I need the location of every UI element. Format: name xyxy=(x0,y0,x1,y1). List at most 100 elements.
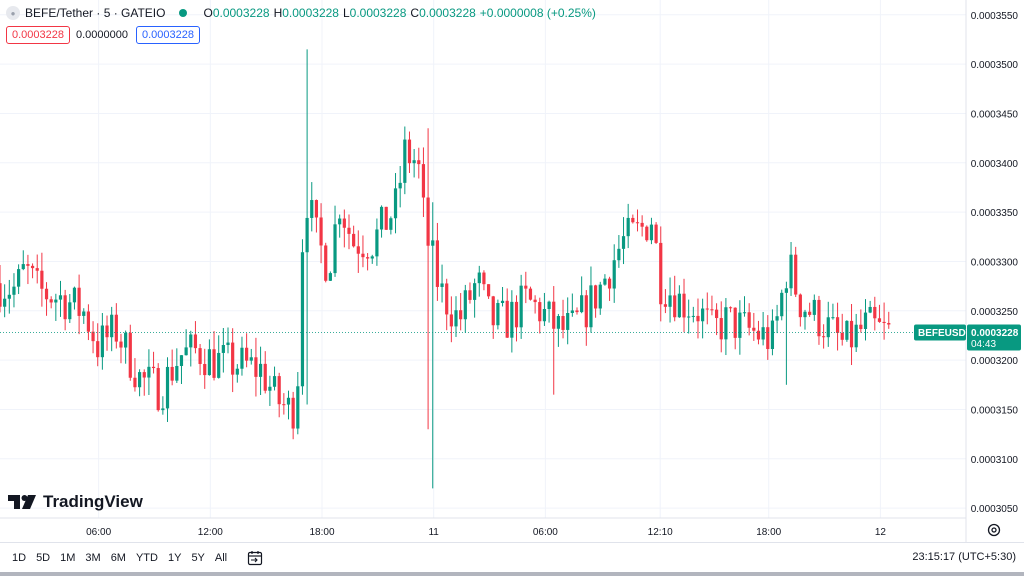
range-button-5d[interactable]: 5D xyxy=(36,552,51,564)
candle-body xyxy=(491,296,495,326)
candle-body xyxy=(338,218,342,225)
timezone-clock[interactable]: 23:15:17 (UTC+5:30) xyxy=(912,551,1016,563)
gear-icon[interactable] xyxy=(986,522,1002,538)
candle-body xyxy=(35,268,39,271)
candle-body xyxy=(421,164,426,198)
buy-button[interactable]: 0.0003228 xyxy=(136,26,200,44)
candle-body xyxy=(459,310,463,320)
candle xyxy=(575,307,579,315)
calendar-goto-icon[interactable] xyxy=(246,550,264,566)
candle-body xyxy=(161,408,165,411)
price-tick-label: 0.0003500 xyxy=(971,60,1019,71)
time-axis[interactable]: 06:00 12:00 18:00 11 06:00 12:10 18:00 12 xyxy=(86,527,886,538)
market-status-icon[interactable] xyxy=(179,9,188,17)
candle-body xyxy=(496,303,500,326)
candle xyxy=(403,126,407,195)
candle xyxy=(659,226,663,322)
candle-body xyxy=(617,248,621,261)
candle-body xyxy=(561,316,565,330)
candle xyxy=(356,230,360,273)
candle xyxy=(552,286,556,395)
candle-body xyxy=(249,357,253,361)
trade-buttons: 0.0003228 0.0000000 0.0003228 xyxy=(6,25,200,45)
candle-body xyxy=(817,299,821,337)
candle-body xyxy=(570,310,574,314)
candle xyxy=(333,205,337,277)
candle-body xyxy=(835,317,840,333)
candle-body xyxy=(389,218,393,230)
candle-body xyxy=(645,226,649,241)
candle-body xyxy=(300,252,305,387)
candle-body xyxy=(486,284,491,297)
candle-body xyxy=(426,197,430,246)
range-button-5y[interactable]: 5Y xyxy=(191,552,205,564)
candle xyxy=(128,324,132,381)
candle xyxy=(780,289,784,321)
candle xyxy=(272,366,277,391)
candle xyxy=(133,358,137,392)
candle-body xyxy=(100,325,104,358)
candle xyxy=(417,147,421,179)
candle-body xyxy=(808,311,812,315)
range-button-3m[interactable]: 3M xyxy=(85,552,101,564)
candle xyxy=(612,244,616,303)
candle-body xyxy=(533,299,537,303)
candle-body xyxy=(598,284,602,309)
price-tag-countdown: 04:43 xyxy=(971,339,996,350)
candle xyxy=(0,265,2,313)
range-button-all[interactable]: All xyxy=(214,552,228,564)
candle-body xyxy=(640,222,644,227)
candle xyxy=(486,284,491,299)
candle-body xyxy=(12,286,16,295)
range-button-1m[interactable]: 1M xyxy=(60,552,76,564)
price-tick-label: 0.0003150 xyxy=(971,405,1019,416)
candle-body xyxy=(412,160,416,164)
candle xyxy=(566,297,570,345)
tradingview-logo[interactable]: TradingView xyxy=(8,492,143,512)
candle xyxy=(696,298,700,339)
candle xyxy=(184,329,188,356)
candle-body xyxy=(296,386,300,429)
price-tick-label: 0.0003300 xyxy=(971,257,1019,268)
candle xyxy=(482,270,486,291)
candle xyxy=(803,309,807,330)
candle xyxy=(310,182,314,232)
candle xyxy=(784,281,788,385)
candle xyxy=(877,304,882,323)
candle-body xyxy=(822,336,826,338)
candle-body xyxy=(468,290,472,300)
candle-body xyxy=(77,287,81,316)
candle-body xyxy=(398,182,402,189)
price-tick-label: 0.0003100 xyxy=(971,455,1019,466)
candle xyxy=(621,217,626,265)
candle-body xyxy=(826,317,830,338)
candle xyxy=(193,321,198,354)
price-tick-label: 0.0003450 xyxy=(971,109,1019,120)
candle xyxy=(240,336,244,376)
range-button-1d[interactable]: 1D xyxy=(12,552,27,564)
candle-body xyxy=(319,217,323,246)
candle-body xyxy=(203,363,207,376)
candle xyxy=(449,296,453,343)
candle-body xyxy=(54,299,58,303)
candle xyxy=(626,203,630,249)
candle-body xyxy=(552,301,556,329)
candle xyxy=(649,217,654,245)
candle xyxy=(496,299,500,330)
range-button-ytd[interactable]: YTD xyxy=(135,552,158,564)
candle xyxy=(68,294,72,323)
candle xyxy=(370,254,374,264)
grid xyxy=(0,0,966,518)
candle xyxy=(887,311,891,329)
candle xyxy=(175,348,179,383)
price-chart[interactable]: 0.0003550 0.0003500 0.0003450 0.0003400 0.00… xyxy=(0,0,1024,542)
candle xyxy=(82,308,86,324)
brand-name: TradingView xyxy=(43,492,143,511)
price-axis[interactable]: 0.0003550 0.0003500 0.0003450 0.0003400 0.00… xyxy=(971,11,1019,515)
range-button-6m[interactable]: 6M xyxy=(110,552,126,564)
symbol-title[interactable]: BEFE/Tether · 5 · GATEIO xyxy=(25,6,166,20)
range-button-1y[interactable]: 1Y xyxy=(167,552,182,564)
candle xyxy=(859,309,863,333)
sell-button[interactable]: 0.0003228 xyxy=(6,26,70,44)
